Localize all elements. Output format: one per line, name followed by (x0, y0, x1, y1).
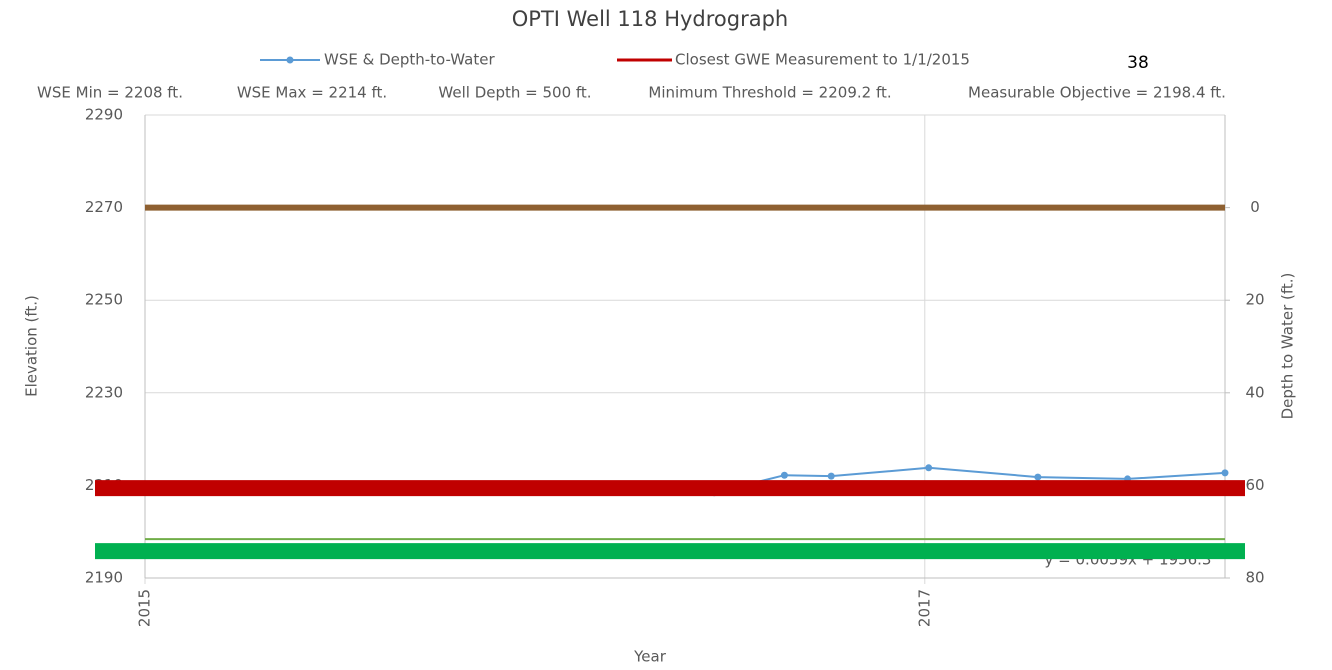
y-tick-label: 2230 (85, 383, 123, 401)
stat-label: WSE Max = 2214 ft. (237, 84, 387, 102)
y2-tick-label: 80 (1245, 569, 1264, 587)
y2-axis-label: Depth to Water (ft.) (1279, 273, 1297, 420)
legend-label: WSE & Depth-to-Water (324, 51, 495, 69)
series-point (780, 471, 788, 479)
y2-tick-label: 20 (1245, 291, 1264, 309)
y2-tick-label: 0 (1250, 198, 1260, 216)
y-tick-label: 2290 (85, 106, 123, 124)
y2-tick-label: 60 (1245, 476, 1264, 494)
legend-label: Closest GWE Measurement to 1/1/2015 (675, 51, 970, 69)
y-tick-label: 2270 (85, 198, 123, 216)
x-tick-label: 2017 (915, 589, 933, 627)
series-point (925, 464, 933, 472)
series-point (1034, 473, 1042, 481)
chart-title: OPTI Well 118 Hydrograph (512, 7, 789, 31)
y-axis-label: Elevation (ft.) (23, 295, 41, 397)
page-number: 38 (1127, 53, 1149, 73)
x-tick-label: 2015 (136, 589, 154, 627)
x-axis-label: Year (633, 648, 667, 666)
legend-swatch (286, 56, 294, 64)
stat-label: Well Depth = 500 ft. (438, 84, 591, 102)
y-tick-label: 2190 (85, 569, 123, 587)
y2-tick-label: 40 (1245, 383, 1264, 401)
stat-label: Measurable Objective = 2198.4 ft. (968, 84, 1226, 102)
series-point (827, 472, 835, 480)
series-point (1221, 469, 1229, 477)
stat-label: Minimum Threshold = 2209.2 ft. (648, 84, 891, 102)
y-tick-label: 2250 (85, 291, 123, 309)
stat-label: WSE Min = 2208 ft. (37, 84, 183, 102)
